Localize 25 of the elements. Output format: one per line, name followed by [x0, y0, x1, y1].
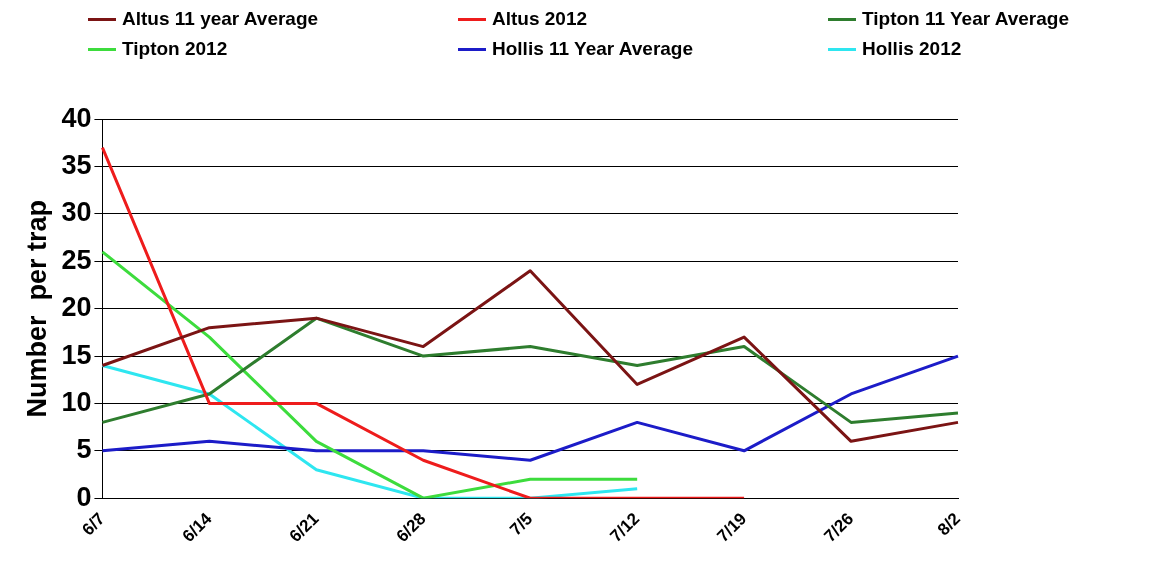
x-tick-label: 7/19	[713, 509, 751, 546]
x-tick-label: 6/21	[285, 509, 323, 546]
y-tick-label: 30	[61, 197, 92, 228]
legend-label: Tipton 2012	[122, 38, 228, 60]
x-tick-label: 7/12	[606, 509, 644, 546]
x-tick-label: 7/5	[506, 509, 537, 540]
y-tick-label: 25	[61, 244, 92, 275]
x-tick-label: 8/2	[933, 509, 965, 540]
y-tick-label: 40	[61, 102, 92, 133]
y-tick-label: 20	[61, 292, 92, 323]
legend-label: Altus 2012	[492, 8, 588, 30]
y-tick-label: 10	[61, 386, 92, 417]
y-axis-title: Number per trap	[21, 199, 52, 418]
y-tick-label: 15	[61, 339, 92, 370]
x-tick-label: 6/14	[178, 508, 216, 546]
y-tick-label: 35	[61, 150, 92, 181]
legend-label: Altus 11 year Average	[122, 8, 319, 30]
legend-label: Hollis 2012	[862, 38, 962, 60]
y-tick-label: 0	[76, 481, 92, 512]
legend-label: Hollis 11 Year Average	[492, 38, 694, 60]
x-tick-label: 6/7	[78, 509, 109, 540]
x-tick-label: 6/28	[392, 509, 430, 546]
legend-label: Tipton 11 Year Average	[862, 8, 1069, 30]
y-tick-label: 5	[76, 434, 92, 465]
x-tick-label: 7/26	[820, 509, 858, 546]
